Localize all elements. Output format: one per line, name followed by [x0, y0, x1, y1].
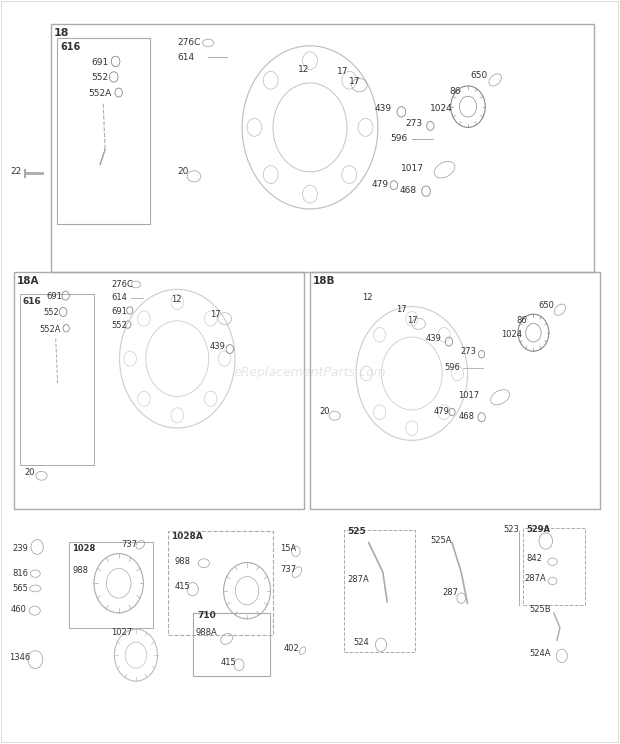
Bar: [69, 542, 153, 628]
Text: 1017: 1017: [401, 164, 424, 173]
Text: 1028: 1028: [73, 544, 95, 553]
Text: 460: 460: [11, 605, 27, 614]
Text: 691: 691: [46, 292, 63, 301]
Text: 12: 12: [171, 295, 182, 304]
Text: 565: 565: [12, 584, 29, 593]
Text: 287: 287: [443, 589, 459, 597]
Bar: [523, 527, 585, 606]
Text: 86: 86: [516, 315, 528, 324]
Text: 552: 552: [91, 73, 108, 83]
Text: 523: 523: [503, 525, 519, 533]
Text: 737: 737: [121, 540, 137, 549]
Text: 616: 616: [23, 297, 42, 306]
Text: 650: 650: [538, 301, 554, 310]
Text: 525A: 525A: [430, 536, 452, 545]
Text: 650: 650: [471, 71, 488, 80]
Text: 525B: 525B: [529, 605, 551, 614]
Text: 402: 402: [284, 644, 300, 653]
Bar: [310, 272, 600, 509]
Text: 842: 842: [526, 554, 542, 563]
Text: 616: 616: [60, 42, 80, 52]
Text: 273: 273: [405, 119, 423, 128]
Text: 439: 439: [426, 334, 442, 343]
Text: 20: 20: [25, 467, 35, 477]
Text: 18A: 18A: [17, 276, 39, 286]
Bar: [51, 24, 594, 272]
Text: 691: 691: [111, 307, 127, 315]
Text: 552A: 552A: [40, 324, 61, 333]
Text: 276C: 276C: [177, 39, 201, 48]
Text: 17: 17: [396, 305, 407, 314]
Text: 614: 614: [177, 54, 195, 62]
Text: eReplacementParts.com: eReplacementParts.com: [234, 365, 386, 379]
Text: 1027: 1027: [111, 629, 133, 638]
Text: 1028A: 1028A: [171, 532, 203, 541]
Text: 18B: 18B: [313, 276, 335, 286]
Text: 20: 20: [177, 167, 188, 176]
Text: 524A: 524A: [529, 650, 551, 658]
Text: 15A: 15A: [280, 544, 296, 553]
Text: 988: 988: [174, 557, 190, 565]
Text: 596: 596: [390, 134, 407, 143]
Text: 524: 524: [353, 638, 369, 647]
Text: 239: 239: [12, 544, 29, 553]
Text: 596: 596: [445, 363, 461, 372]
Text: 12: 12: [298, 65, 309, 74]
Text: 552: 552: [43, 308, 59, 317]
Text: 1017: 1017: [458, 391, 479, 400]
Text: 1346: 1346: [9, 653, 30, 662]
Text: 17: 17: [210, 310, 221, 318]
Text: 287A: 287A: [525, 574, 547, 583]
Text: 18: 18: [54, 28, 69, 37]
Text: 17: 17: [407, 315, 418, 324]
Bar: [14, 272, 304, 509]
Text: 1024: 1024: [430, 103, 453, 112]
Bar: [168, 531, 273, 635]
Text: 273: 273: [460, 347, 476, 356]
Text: 468: 468: [458, 412, 474, 421]
Text: 552: 552: [111, 321, 127, 330]
Text: 988: 988: [73, 566, 89, 575]
Bar: [57, 39, 149, 224]
Text: 710: 710: [198, 611, 216, 620]
Text: 525: 525: [347, 527, 366, 536]
Text: 12: 12: [363, 293, 373, 302]
Bar: [20, 294, 94, 465]
Text: 439: 439: [375, 103, 392, 112]
Text: 287A: 287A: [347, 575, 369, 584]
Text: 479: 479: [433, 407, 450, 416]
Text: 17: 17: [337, 67, 348, 77]
Text: 816: 816: [12, 569, 29, 578]
Text: 737: 737: [280, 565, 296, 574]
Text: 468: 468: [399, 186, 417, 195]
Bar: [193, 613, 270, 676]
Text: 415: 415: [221, 658, 236, 667]
Text: 22: 22: [11, 167, 22, 176]
Text: 276C: 276C: [111, 280, 133, 289]
Text: 529A: 529A: [526, 525, 550, 534]
Text: 1024: 1024: [502, 330, 522, 339]
Text: 988A: 988A: [196, 629, 218, 638]
Bar: [344, 530, 415, 652]
Text: 552A: 552A: [88, 89, 111, 97]
Text: 479: 479: [372, 180, 389, 189]
Text: 614: 614: [111, 293, 127, 302]
Text: 415: 415: [174, 583, 190, 591]
Text: 17: 17: [349, 77, 360, 86]
Text: 20: 20: [319, 407, 330, 416]
Text: 86: 86: [449, 87, 461, 96]
Text: 691: 691: [91, 58, 108, 67]
Text: 439: 439: [210, 341, 226, 350]
